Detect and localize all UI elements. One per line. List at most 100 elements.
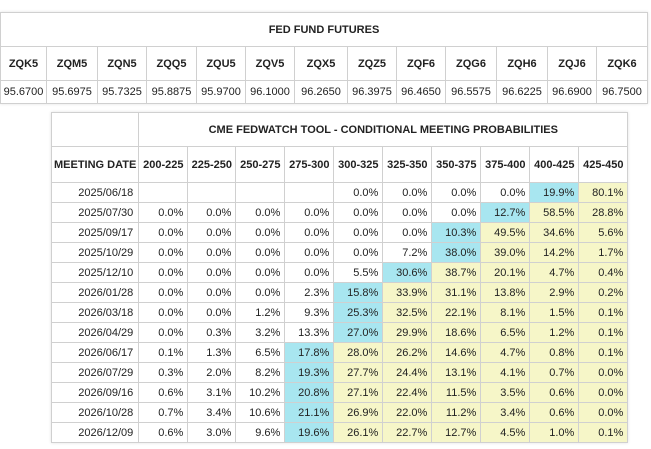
probability-cell: 0.0%: [138, 302, 189, 323]
probability-cell: 0.0%: [284, 202, 335, 223]
probability-cell: 10.2%: [235, 382, 286, 403]
meeting-date-cell: 2025/09/17: [50, 222, 140, 243]
futures-contract-header: ZQH6: [496, 46, 548, 81]
meeting-date-cell: 2026/10/28: [50, 402, 140, 423]
futures-contract-header: ZQX5: [294, 46, 348, 81]
probability-cell: 15.8%: [333, 282, 384, 303]
probability-cell: 0.0%: [382, 222, 433, 243]
probability-cell: 1.0%: [529, 422, 580, 443]
meeting-date-cell: 2026/12/09: [50, 422, 140, 443]
probability-cell: 11.5%: [431, 382, 482, 403]
meeting-row: 2026/03/18 0.0% 0.0% 1.2% 9.3% 25.3% 32.5% 22.1…: [50, 302, 629, 323]
meeting-date-cell: 2026/04/29: [50, 322, 140, 343]
probability-cell: 0.3%: [187, 322, 237, 343]
probability-cell: [235, 182, 286, 203]
probability-cell: 49.5%: [480, 222, 531, 243]
probability-cell: 1.7%: [578, 242, 629, 263]
probability-cell: 0.0%: [235, 242, 286, 263]
probability-cell: 31.1%: [431, 282, 482, 303]
futures-contract-header: ZQV5: [245, 46, 295, 81]
probability-cell: 0.0%: [382, 182, 433, 203]
probability-cell: 26.9%: [333, 402, 384, 423]
probability-cell: 0.1%: [578, 342, 629, 363]
futures-contract-header: ZQZ5: [347, 46, 397, 81]
probability-cell: 0.0%: [235, 262, 286, 283]
probability-cell: 19.9%: [529, 182, 580, 203]
rate-range-header: 425-450: [578, 146, 629, 183]
probability-cell: 0.0%: [333, 202, 384, 223]
futures-values-row: 95.6700 95.6975 95.7325 95.8875 95.9700 96.10…: [0, 80, 648, 104]
meeting-date-cell: 2026/06/17: [50, 342, 140, 363]
probability-cell: 58.5%: [529, 202, 580, 223]
probability-cell: 26.1%: [333, 422, 384, 443]
probability-cell: 28.8%: [578, 202, 629, 223]
probability-cell: 18.6%: [431, 322, 482, 343]
rate-range-header: 400-425: [529, 146, 580, 183]
probability-cell: 26.2%: [382, 342, 433, 363]
probability-cell: 0.1%: [138, 342, 189, 363]
futures-contract-header: ZQF6: [396, 46, 446, 81]
probability-cell: 14.6%: [431, 342, 482, 363]
rate-range-header: 275-300: [284, 146, 335, 183]
probability-cell: 0.1%: [578, 422, 629, 443]
meeting-row: 2025/09/17 0.0% 0.0% 0.0% 0.0% 0.0% 0.0% 10.3% 4…: [50, 222, 629, 243]
probability-cell: 30.6%: [382, 262, 433, 283]
rate-range-header: 350-375: [431, 146, 482, 183]
probability-cell: 34.6%: [529, 222, 580, 243]
probability-cell: 0.0%: [578, 382, 629, 403]
probability-cell: 0.8%: [529, 342, 580, 363]
probability-cell: 27.1%: [333, 382, 384, 403]
probability-cell: 0.0%: [187, 222, 237, 243]
futures-price-cell: 96.3975: [347, 80, 397, 104]
probability-cell: 20.1%: [480, 262, 531, 283]
probability-cell: 0.0%: [284, 242, 335, 263]
futures-contract-header: ZQM5: [46, 46, 98, 81]
probability-cell: 0.2%: [578, 282, 629, 303]
probability-cell: 27.0%: [333, 322, 384, 343]
meeting-row: 2025/06/18 0.0% 0.0% 0.0% 0.0% 19.9% 80.1%: [50, 182, 629, 203]
futures-title-row: FED FUND FUTURES: [0, 12, 648, 47]
probability-cell: 2.3%: [284, 282, 335, 303]
meeting-row: 2025/07/30 0.0% 0.0% 0.0% 0.0% 0.0% 0.0% 0.0% 12…: [50, 202, 629, 223]
futures-price-cell: 96.7500: [596, 80, 648, 104]
probability-cell: 6.5%: [235, 342, 286, 363]
probability-cell: 0.4%: [578, 262, 629, 283]
probability-cell: 80.1%: [578, 182, 629, 203]
probability-cell: 3.4%: [187, 402, 237, 423]
probability-cell: 19.3%: [284, 362, 335, 383]
meeting-row: 2026/07/29 0.3% 2.0% 8.2% 19.3% 27.7% 24.4% 13.…: [50, 362, 629, 383]
meeting-date-cell: 2026/01/28: [50, 282, 140, 303]
rate-range-header: 375-400: [480, 146, 531, 183]
fedwatch-header-row: MEETING DATE 200-225 225-250 250-275 275-30…: [50, 146, 629, 183]
meeting-date-cell: 2026/07/29: [50, 362, 140, 383]
rate-range-header: 325-350: [382, 146, 433, 183]
meeting-row: 2026/09/16 0.6% 3.1% 10.2% 20.8% 27.1% 22.4% 11…: [50, 382, 629, 403]
probability-cell: 0.7%: [138, 402, 189, 423]
probability-cell: 17.8%: [284, 342, 335, 363]
fed-fund-futures-table: FED FUND FUTURES ZQK5 ZQM5 ZQN5 ZQQ5 ZQU5 ZQV…: [0, 12, 648, 104]
fedwatch-title-row: CME FEDWATCH TOOL - CONDITIONAL MEETING …: [50, 112, 629, 147]
title-spacer-cell: [50, 112, 140, 147]
futures-price-cell: 96.5575: [445, 80, 497, 104]
probability-cell: 3.5%: [480, 382, 531, 403]
probability-cell: 9.6%: [235, 422, 286, 443]
probability-cell: 7.2%: [382, 242, 433, 263]
probability-cell: 0.0%: [138, 202, 189, 223]
futures-contract-header: ZQQ5: [146, 46, 197, 81]
probability-cell: 0.0%: [431, 182, 482, 203]
probability-cell: 0.0%: [235, 282, 286, 303]
meeting-date-cell: 2025/06/18: [50, 182, 140, 203]
probability-cell: 0.0%: [187, 202, 237, 223]
probability-cell: 0.0%: [284, 262, 335, 283]
probability-cell: 0.1%: [578, 322, 629, 343]
probability-cell: 0.0%: [235, 222, 286, 243]
futures-contract-header: ZQU5: [196, 46, 246, 81]
probability-cell: 38.0%: [431, 242, 482, 263]
rate-range-header: 300-325: [333, 146, 384, 183]
probability-cell: 0.0%: [578, 402, 629, 423]
probability-cell: 1.2%: [529, 322, 580, 343]
futures-price-cell: 95.7325: [97, 80, 147, 104]
meeting-row: 2026/06/17 0.1% 1.3% 6.5% 17.8% 28.0% 26.2% 14.…: [50, 342, 629, 363]
probability-cell: 3.4%: [480, 402, 531, 423]
probability-cell: 0.0%: [480, 182, 531, 203]
